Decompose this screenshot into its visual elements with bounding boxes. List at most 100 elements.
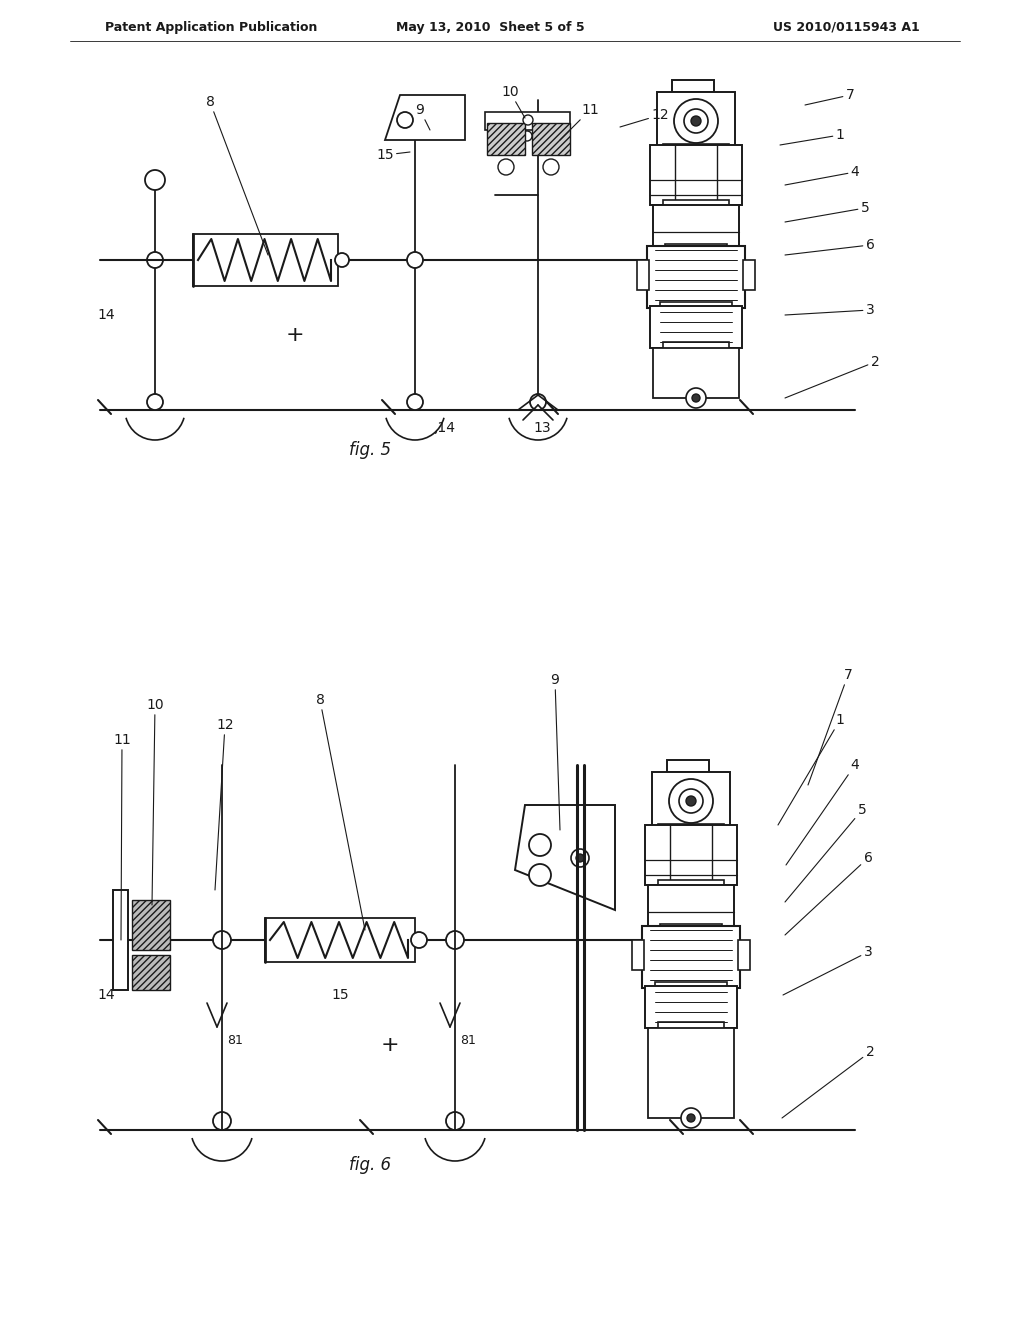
- Circle shape: [684, 110, 708, 133]
- Text: 10: 10: [146, 698, 164, 906]
- Circle shape: [529, 834, 551, 855]
- Circle shape: [522, 131, 532, 141]
- Text: 4: 4: [786, 758, 859, 865]
- Bar: [648, 884, 734, 931]
- Text: 13: 13: [534, 421, 551, 436]
- Circle shape: [213, 1111, 231, 1130]
- Bar: [532, 123, 570, 154]
- Circle shape: [498, 158, 514, 176]
- Bar: [645, 825, 737, 884]
- Text: 81: 81: [460, 1034, 476, 1047]
- Text: May 13, 2010  Sheet 5 of 5: May 13, 2010 Sheet 5 of 5: [395, 21, 585, 33]
- Bar: [743, 260, 755, 290]
- Text: 10: 10: [501, 84, 525, 117]
- Text: 2: 2: [785, 355, 880, 399]
- Circle shape: [669, 779, 713, 822]
- Circle shape: [213, 931, 231, 949]
- Bar: [132, 900, 170, 950]
- Bar: [663, 144, 729, 152]
- Text: 8: 8: [315, 693, 365, 931]
- Circle shape: [679, 789, 703, 813]
- Bar: [655, 982, 727, 990]
- Bar: [193, 234, 338, 286]
- Text: 9: 9: [551, 673, 560, 830]
- Text: US 2010/0115943 A1: US 2010/0115943 A1: [773, 21, 920, 33]
- Circle shape: [674, 99, 718, 143]
- Bar: [637, 260, 649, 290]
- Circle shape: [407, 252, 423, 268]
- Text: Patent Application Publication: Patent Application Publication: [105, 21, 317, 33]
- Bar: [648, 1028, 734, 1118]
- Circle shape: [530, 393, 546, 411]
- Circle shape: [692, 393, 700, 403]
- Polygon shape: [385, 95, 465, 140]
- Text: +: +: [286, 325, 304, 345]
- Bar: [113, 890, 128, 990]
- Text: 8: 8: [206, 95, 268, 255]
- Bar: [660, 302, 732, 310]
- Circle shape: [681, 1107, 701, 1129]
- Bar: [632, 940, 644, 970]
- Text: 11: 11: [560, 103, 599, 140]
- Circle shape: [687, 1114, 695, 1122]
- Circle shape: [407, 393, 423, 411]
- Text: 15: 15: [331, 987, 349, 1002]
- Circle shape: [397, 112, 413, 128]
- Circle shape: [523, 115, 534, 125]
- Bar: [487, 123, 525, 154]
- Circle shape: [147, 252, 163, 268]
- Text: 4: 4: [785, 165, 859, 185]
- Bar: [653, 348, 739, 399]
- Text: 2: 2: [782, 1045, 874, 1118]
- Text: 7: 7: [805, 88, 854, 106]
- Bar: [667, 760, 709, 772]
- Circle shape: [571, 849, 589, 867]
- Circle shape: [686, 388, 706, 408]
- Bar: [672, 81, 714, 92]
- Bar: [658, 880, 724, 888]
- Polygon shape: [515, 805, 615, 909]
- Circle shape: [446, 931, 464, 949]
- Bar: [650, 145, 742, 205]
- Bar: [658, 1022, 724, 1030]
- Circle shape: [446, 1111, 464, 1130]
- Circle shape: [543, 158, 559, 176]
- Bar: [485, 112, 570, 129]
- Circle shape: [411, 932, 427, 948]
- Circle shape: [575, 854, 584, 862]
- Bar: [645, 986, 737, 1028]
- Bar: [660, 924, 722, 932]
- Text: 1: 1: [778, 713, 845, 825]
- Bar: [265, 917, 415, 962]
- Bar: [658, 824, 724, 832]
- Text: 15: 15: [376, 148, 410, 162]
- Text: fig. 5: fig. 5: [349, 441, 391, 459]
- Circle shape: [145, 170, 165, 190]
- Text: 6: 6: [785, 851, 872, 935]
- Text: fig. 6: fig. 6: [349, 1156, 391, 1173]
- Text: 14: 14: [97, 987, 115, 1002]
- Bar: [132, 954, 170, 990]
- Bar: [665, 244, 727, 252]
- Text: 14: 14: [97, 308, 115, 322]
- Bar: [663, 342, 729, 350]
- Text: 12: 12: [215, 718, 233, 890]
- Bar: [653, 205, 739, 249]
- Bar: [642, 927, 740, 987]
- Circle shape: [335, 253, 349, 267]
- Text: 9: 9: [416, 103, 430, 129]
- Bar: [647, 246, 745, 308]
- Bar: [663, 201, 729, 209]
- Text: 1: 1: [780, 128, 845, 145]
- Text: +: +: [381, 1035, 399, 1055]
- Text: 11: 11: [113, 733, 131, 940]
- Bar: [652, 772, 730, 830]
- Bar: [650, 306, 742, 348]
- Circle shape: [529, 865, 551, 886]
- Text: 6: 6: [785, 238, 874, 255]
- Text: 5: 5: [785, 803, 866, 902]
- Bar: [657, 92, 735, 150]
- Text: 7: 7: [808, 668, 852, 785]
- Circle shape: [147, 393, 163, 411]
- Text: 3: 3: [785, 304, 874, 317]
